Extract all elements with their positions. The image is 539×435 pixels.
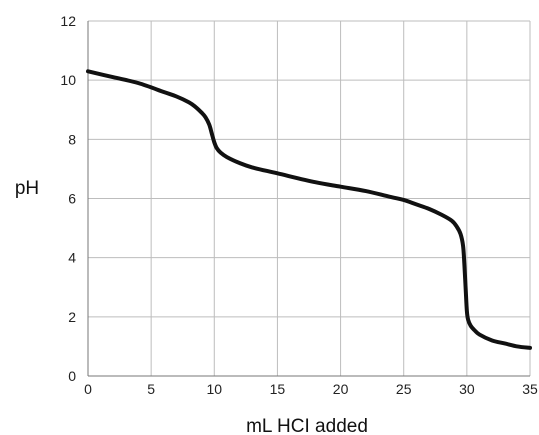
x-axis-label: mL HCI added (246, 416, 368, 435)
y-tick-label: 6 (68, 191, 76, 207)
x-tick-label: 25 (396, 381, 412, 397)
x-tick-label: 15 (270, 381, 286, 397)
y-tick-label: 2 (68, 309, 76, 325)
grid (87, 20, 531, 377)
x-tick-label: 0 (84, 381, 92, 397)
axes (87, 21, 530, 377)
titration-curve-line (86, 69, 532, 350)
y-tick-label: 8 (68, 131, 76, 147)
y-axis-label: pH (15, 178, 39, 199)
y-tick-label: 4 (68, 250, 76, 266)
y-tick-label: 10 (60, 72, 76, 88)
x-tick-label: 30 (459, 381, 475, 397)
y-tick-label: 0 (68, 368, 76, 384)
series (86, 69, 532, 350)
x-tick-label: 35 (522, 381, 538, 397)
x-tick-label: 10 (206, 381, 222, 397)
x-tick-label: 20 (333, 381, 349, 397)
tick-labels: 0 5 10 15 20 25 30 35 0 2 4 6 8 10 12 (60, 13, 538, 397)
y-tick-label: 12 (60, 13, 76, 29)
x-tick-label: 5 (147, 381, 155, 397)
